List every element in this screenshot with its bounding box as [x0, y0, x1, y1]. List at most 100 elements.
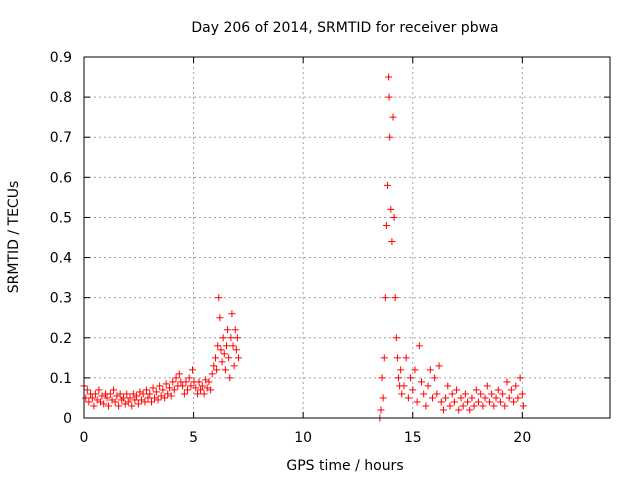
data-point	[393, 354, 401, 362]
data-point	[385, 73, 393, 81]
data-point	[200, 390, 208, 398]
y-tick-label: 0	[63, 411, 72, 427]
data-point	[105, 402, 113, 410]
data-point	[111, 398, 119, 406]
y-axis-label: SRMTID / TECUs	[6, 181, 22, 294]
data-point	[233, 334, 241, 342]
data-point	[167, 392, 175, 400]
data-point	[148, 398, 156, 406]
data-point	[146, 390, 154, 398]
data-point	[227, 334, 235, 342]
data-points	[80, 73, 527, 422]
data-point	[418, 378, 426, 386]
data-point	[387, 205, 395, 213]
data-point	[169, 378, 177, 386]
x-tick-labels: 0 5 10 15 20	[80, 430, 532, 446]
data-point	[514, 394, 522, 402]
data-point	[496, 398, 504, 406]
data-point	[481, 394, 489, 402]
data-point	[214, 342, 222, 350]
data-point	[212, 354, 219, 362]
data-point	[198, 382, 206, 390]
data-point	[433, 390, 441, 398]
data-point	[510, 398, 518, 406]
data-point	[220, 350, 228, 358]
y-tick-label: 0.9	[50, 50, 72, 66]
data-point	[225, 354, 233, 362]
data-point	[188, 366, 196, 374]
data-point	[100, 400, 108, 408]
data-point	[499, 390, 507, 398]
data-point	[192, 384, 200, 392]
data-point	[461, 390, 469, 398]
data-point	[468, 394, 476, 402]
data-point	[391, 294, 399, 302]
data-point	[501, 402, 509, 410]
data-point	[380, 354, 388, 362]
data-point	[450, 398, 458, 406]
data-point	[512, 382, 520, 390]
data-point	[379, 394, 387, 402]
data-point	[457, 394, 465, 402]
data-point	[439, 406, 447, 414]
data-point	[503, 378, 511, 386]
data-point	[161, 394, 169, 402]
y-tick-label: 0.8	[50, 90, 72, 106]
data-point	[385, 93, 393, 101]
data-point	[157, 392, 165, 400]
data-point	[235, 354, 243, 362]
data-point	[133, 392, 141, 400]
data-point	[448, 390, 456, 398]
data-point	[229, 342, 237, 350]
data-point	[106, 390, 114, 398]
data-point	[154, 396, 162, 404]
data-point	[485, 398, 493, 406]
data-point	[518, 390, 526, 398]
data-point	[490, 402, 498, 410]
data-point	[151, 394, 159, 402]
y-tick-label: 0.7	[50, 130, 72, 146]
data-point	[483, 382, 491, 390]
data-point	[123, 390, 131, 398]
data-point	[185, 374, 193, 382]
data-point	[420, 390, 428, 398]
y-tick-label: 0.6	[50, 170, 72, 186]
data-point	[213, 366, 221, 374]
data-point	[203, 384, 211, 392]
data-point	[149, 384, 157, 392]
data-point	[144, 394, 152, 402]
data-point	[226, 374, 234, 382]
data-point	[390, 213, 398, 221]
data-point	[115, 402, 123, 410]
data-point	[386, 133, 394, 141]
data-point	[397, 366, 405, 374]
plot-frame	[83, 56, 611, 419]
data-point	[470, 402, 478, 410]
data-point	[183, 386, 191, 394]
data-point	[103, 394, 111, 402]
data-point	[217, 346, 225, 354]
data-point	[388, 238, 396, 246]
data-point	[402, 354, 410, 362]
data-point	[128, 402, 136, 410]
data-point	[519, 402, 527, 410]
data-point	[194, 390, 202, 398]
data-point	[116, 390, 124, 398]
data-point	[444, 382, 452, 390]
data-point	[187, 382, 195, 390]
data-point	[494, 386, 502, 394]
data-point	[411, 366, 419, 374]
data-point	[392, 334, 400, 342]
data-point	[170, 386, 178, 394]
data-point	[216, 314, 224, 322]
data-point	[218, 358, 226, 366]
data-point	[516, 374, 524, 382]
x-tick-label: 20	[513, 430, 531, 446]
data-point	[435, 362, 443, 370]
data-point	[415, 342, 423, 350]
data-point	[224, 326, 232, 334]
data-point	[398, 390, 406, 398]
data-point	[197, 386, 205, 394]
data-point	[442, 394, 450, 402]
